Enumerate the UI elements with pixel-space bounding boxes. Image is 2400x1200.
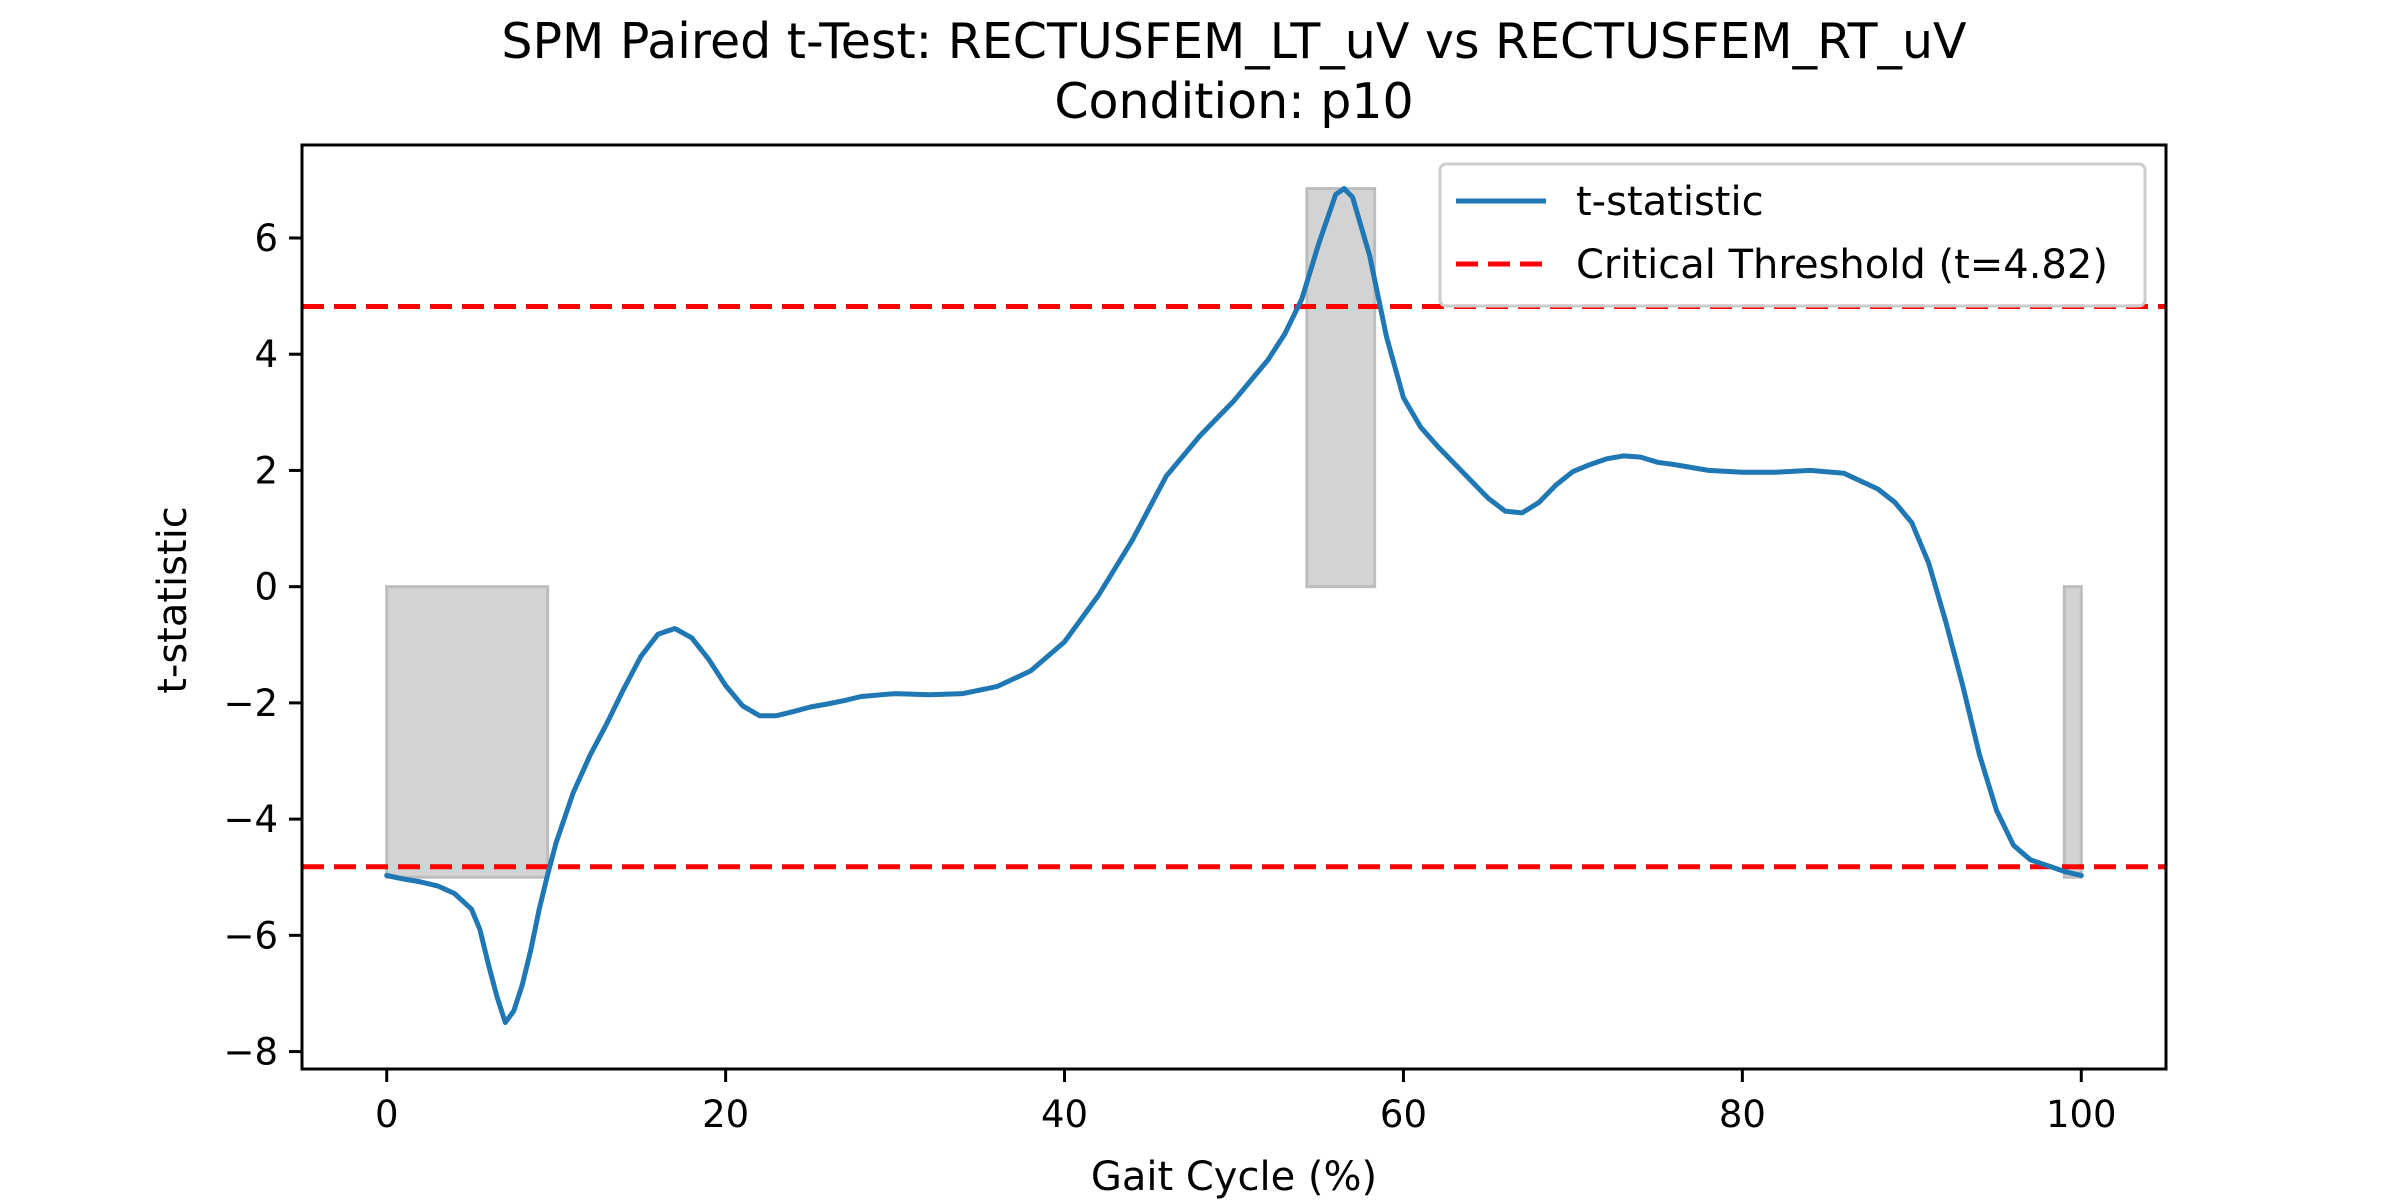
x-axis-label: Gait Cycle (%) — [1091, 1154, 1377, 1200]
y-axis-label: t-statistic — [150, 506, 196, 694]
legend-box — [1438, 162, 2147, 308]
chart-subtitle: Condition: p10 — [1054, 73, 1413, 130]
x-tick-label: 0 — [375, 1093, 399, 1136]
y-tick-label: −6 — [223, 914, 278, 957]
axes: 0 20 40 60 80 100 −8 −6 −4 −2 0 2 4 6 — [223, 143, 2168, 1136]
significance-cluster — [1305, 187, 1377, 589]
y-tick-label: −8 — [223, 1031, 278, 1074]
x-tick-label: 40 — [1041, 1093, 1088, 1136]
y-tick-label: −4 — [223, 798, 278, 841]
y-tick-label: 4 — [254, 333, 278, 376]
y-tick-label: 0 — [254, 566, 278, 609]
y-tick-label: 2 — [254, 449, 278, 492]
x-tick-label: 20 — [702, 1093, 749, 1136]
significance-cluster — [385, 585, 550, 879]
axes-frame — [300, 143, 2168, 1071]
x-tick-label: 80 — [1719, 1093, 1766, 1136]
legend: t-statistic Critical Threshold (t=4.82) — [1438, 162, 2147, 308]
chart-title: SPM Paired t-Test: RECTUSFEM_LT_uV vs RE… — [501, 13, 1967, 70]
legend-label: t-statistic — [1576, 179, 1764, 225]
legend-label: Critical Threshold (t=4.82) — [1576, 242, 2108, 288]
plot-area — [302, 186, 2166, 1025]
x-tick-label: 100 — [2046, 1093, 2117, 1136]
y-tick-label: 6 — [254, 217, 278, 260]
t-statistic-line — [384, 186, 2084, 1025]
x-tick-label: 60 — [1380, 1093, 1427, 1136]
significance-cluster — [2062, 585, 2083, 879]
y-tick-label: −2 — [223, 682, 278, 725]
